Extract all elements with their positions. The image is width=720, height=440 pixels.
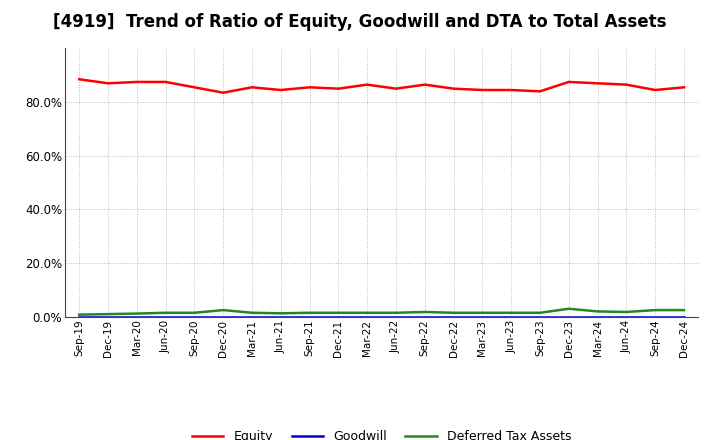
Equity [276, 88, 285, 93]
Equity [363, 82, 372, 87]
Equity [104, 81, 112, 86]
Goodwill [651, 314, 660, 319]
Goodwill [507, 314, 516, 319]
Deferred Tax Assets [305, 310, 314, 315]
Deferred Tax Assets [363, 310, 372, 315]
Goodwill [276, 314, 285, 319]
Goodwill [478, 314, 487, 319]
Deferred Tax Assets [507, 310, 516, 315]
Equity [449, 86, 458, 91]
Equity [478, 88, 487, 93]
Deferred Tax Assets [75, 312, 84, 317]
Deferred Tax Assets [276, 311, 285, 316]
Text: [4919]  Trend of Ratio of Equity, Goodwill and DTA to Total Assets: [4919] Trend of Ratio of Equity, Goodwil… [53, 13, 667, 31]
Legend: Equity, Goodwill, Deferred Tax Assets: Equity, Goodwill, Deferred Tax Assets [187, 425, 576, 440]
Equity [536, 89, 544, 94]
Equity [622, 82, 631, 87]
Goodwill [104, 314, 112, 319]
Goodwill [593, 314, 602, 319]
Goodwill [622, 314, 631, 319]
Deferred Tax Assets [161, 310, 170, 315]
Deferred Tax Assets [651, 308, 660, 313]
Line: Deferred Tax Assets: Deferred Tax Assets [79, 309, 684, 315]
Deferred Tax Assets [449, 310, 458, 315]
Deferred Tax Assets [132, 311, 141, 316]
Goodwill [75, 314, 84, 319]
Goodwill [248, 314, 256, 319]
Deferred Tax Assets [190, 310, 199, 315]
Equity [334, 86, 343, 91]
Goodwill [190, 314, 199, 319]
Deferred Tax Assets [593, 309, 602, 314]
Equity [392, 86, 400, 91]
Equity [593, 81, 602, 86]
Deferred Tax Assets [420, 309, 429, 315]
Equity [219, 90, 228, 95]
Goodwill [680, 314, 688, 319]
Equity [248, 84, 256, 90]
Equity [507, 88, 516, 93]
Deferred Tax Assets [564, 306, 573, 312]
Equity [564, 79, 573, 84]
Deferred Tax Assets [680, 308, 688, 313]
Deferred Tax Assets [104, 312, 112, 317]
Deferred Tax Assets [622, 309, 631, 315]
Goodwill [449, 314, 458, 319]
Goodwill [334, 314, 343, 319]
Equity [75, 77, 84, 82]
Equity [161, 79, 170, 84]
Goodwill [363, 314, 372, 319]
Goodwill [219, 314, 228, 319]
Equity [305, 84, 314, 90]
Deferred Tax Assets [478, 310, 487, 315]
Deferred Tax Assets [392, 310, 400, 315]
Goodwill [161, 314, 170, 319]
Equity [132, 79, 141, 84]
Goodwill [536, 314, 544, 319]
Deferred Tax Assets [536, 310, 544, 315]
Goodwill [420, 314, 429, 319]
Goodwill [392, 314, 400, 319]
Equity [420, 82, 429, 87]
Deferred Tax Assets [248, 310, 256, 315]
Goodwill [132, 314, 141, 319]
Deferred Tax Assets [334, 310, 343, 315]
Equity [680, 84, 688, 90]
Goodwill [305, 314, 314, 319]
Equity [651, 88, 660, 93]
Deferred Tax Assets [219, 308, 228, 313]
Line: Equity: Equity [79, 79, 684, 93]
Goodwill [564, 314, 573, 319]
Equity [190, 84, 199, 90]
